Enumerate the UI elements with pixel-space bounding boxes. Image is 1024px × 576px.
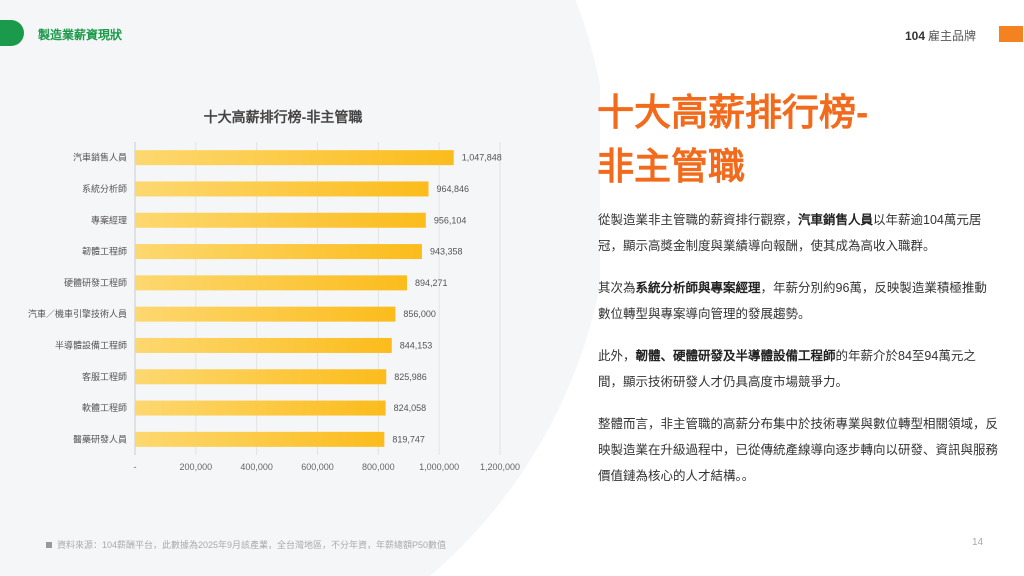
footnote: 資料來源：104薪酬平台，此數據為2025年9月該產業，全台灣地區，不分年資，年…: [46, 538, 446, 551]
text: ，年薪分別約96萬，反映製造業積極推動數位轉型與專案導向管理的發展趨勢。: [598, 281, 987, 321]
highlight: 韌體、硬體研發及半導體設備工程師: [635, 349, 836, 363]
paragraph-2: 其次為系統分析師與專案經理，年薪分別約96萬，反映製造業積極推動數位轉型與專案導…: [598, 275, 998, 327]
section-tab-marker: [0, 20, 24, 46]
section-title: 製造業薪資現狀: [38, 28, 123, 42]
category-label: 汽車銷售人員: [73, 152, 127, 163]
value-label: 844,153: [400, 340, 433, 350]
text: 其次為: [598, 281, 636, 295]
bullet-square-icon: [46, 542, 52, 548]
x-tick-label: 1,200,000: [480, 462, 520, 472]
logo-text: 雇主品牌: [928, 29, 977, 43]
text: 的年薪介於84至94萬元之間，顯示技術研發人才仍具高度市場競爭力。: [598, 349, 976, 389]
bar: [135, 150, 454, 166]
category-label: 專案經理: [91, 214, 127, 225]
bar: [135, 275, 408, 291]
value-label: 819,747: [392, 434, 425, 444]
bar: [135, 212, 426, 228]
page-number: 14: [972, 537, 984, 548]
category-label: 客服工程師: [82, 371, 127, 382]
highlight: 汽車銷售人員: [798, 213, 874, 227]
value-label: 894,271: [415, 278, 448, 288]
value-label: 956,104: [434, 215, 467, 225]
bar-chart: 十大高薪排行榜-非主管職 - 200,000 400,000 600,000 800,0…: [28, 109, 520, 472]
category-label: 汽車／機車引擎技術人員: [28, 308, 127, 319]
source-text: 資料來源：104薪酬平台，此數據為2025年9月該產業，全台灣地區，不分年資，年…: [57, 540, 447, 550]
text: 以年薪逾104萬元居冠，顯示高獎金制度與業績導向報酬，使其成為高收入職群。: [598, 213, 982, 253]
category-label: 系統分析師: [82, 183, 127, 194]
bar: [135, 337, 392, 353]
category-label: 硬體研發工程師: [64, 277, 127, 288]
headline-line-2: 非主管職: [597, 146, 745, 187]
category-label: 韌體工程師: [82, 246, 127, 257]
bar: [135, 244, 422, 260]
value-label: 964,846: [436, 184, 469, 194]
bar: [135, 181, 429, 197]
x-tick-label: 600,000: [301, 462, 334, 472]
text: 整體而言，非主管職的高薪分布集中於技術專業與數位轉型相關領域，反映製造業在升級過…: [598, 417, 999, 483]
paragraph-3: 此外，韌體、硬體研發及半導體設備工程師的年薪介於84至94萬元之間，顯示技術研發…: [598, 343, 998, 395]
analysis-text: 從製造業非主管職的薪資排行觀察，汽車銷售人員以年薪逾104萬元居冠，顯示高獎金制…: [598, 207, 998, 505]
paragraph-1: 從製造業非主管職的薪資排行觀察，汽車銷售人員以年薪逾104萬元居冠，顯示高獎金制…: [598, 207, 998, 259]
highlight: 系統分析師與專案經理: [635, 281, 761, 295]
x-tick-label: -: [134, 462, 137, 472]
brand-logo: 104 雇主品牌: [905, 27, 976, 44]
x-tick-label: 200,000: [180, 462, 213, 472]
text: 此外，: [598, 349, 636, 363]
value-label: 825,986: [394, 372, 427, 382]
value-label: 943,358: [430, 247, 463, 257]
headline-line-1: 十大高薪排行榜-: [597, 92, 869, 133]
text: 從製造業非主管職的薪資排行觀察，: [598, 213, 799, 227]
x-tick-label: 1,000,000: [419, 462, 459, 472]
orange-accent-bar: [999, 26, 1023, 42]
bar: [135, 306, 396, 322]
value-label: 1,047,848: [462, 153, 502, 163]
logo-number: 104: [905, 28, 926, 43]
value-label: 856,000: [403, 309, 436, 319]
bar: [135, 431, 385, 447]
x-tick-label: 800,000: [362, 462, 395, 472]
value-label: 824,058: [394, 403, 427, 413]
category-label: 軟體工程師: [82, 402, 127, 413]
chart-title: 十大高薪排行榜-非主管職: [204, 109, 363, 125]
bar: [135, 400, 386, 416]
x-tick-label: 400,000: [240, 462, 273, 472]
category-label: 半導體設備工程師: [55, 339, 127, 350]
headline: 十大高薪排行榜- 非主管職: [597, 86, 868, 194]
category-label: 醫藥研發人員: [73, 433, 127, 444]
bar: [135, 369, 387, 385]
paragraph-4: 整體而言，非主管職的高薪分布集中於技術專業與數位轉型相關領域，反映製造業在升級過…: [598, 411, 998, 489]
